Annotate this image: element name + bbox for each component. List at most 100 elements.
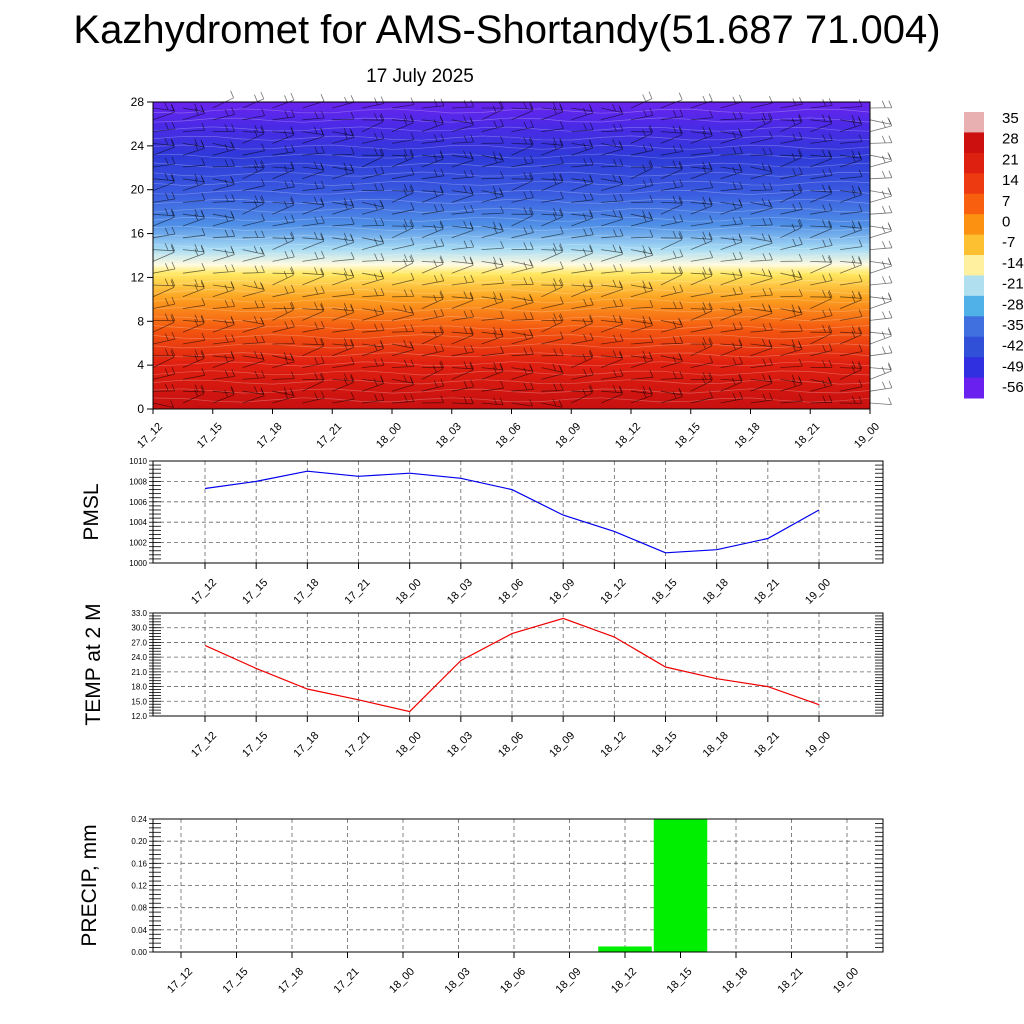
wind-barb xyxy=(212,264,236,274)
heatmap-y-tick-label: 4 xyxy=(137,358,144,372)
wind-barb xyxy=(690,355,714,368)
wind-barb xyxy=(869,292,892,300)
temp-y-tick-label: 21.0 xyxy=(131,668,147,677)
wind-barb xyxy=(481,240,504,250)
wind-barb xyxy=(152,173,175,182)
wind-barb xyxy=(391,220,414,239)
colorbar-swatch xyxy=(964,255,984,276)
pmsl-x-tick-label: 18_12 xyxy=(598,577,628,607)
wind-barb xyxy=(869,293,892,309)
wind-barb xyxy=(481,364,504,380)
pmsl-x-tick-label: 17_18 xyxy=(291,577,321,607)
wind-barb xyxy=(571,332,594,345)
wind-barb xyxy=(630,335,654,345)
colorbar-label: 0 xyxy=(1002,214,1010,231)
wind-barb xyxy=(481,381,504,392)
wind-barb xyxy=(212,334,236,345)
wind-barb xyxy=(630,229,654,239)
wind-barb xyxy=(810,203,833,215)
wind-barb xyxy=(541,172,564,181)
wind-barb xyxy=(869,240,893,250)
wind-barb xyxy=(630,299,654,309)
wind-barb xyxy=(601,314,623,324)
wind-barb xyxy=(302,339,324,357)
wind-barb xyxy=(152,278,176,287)
colorbar-swatch xyxy=(964,295,984,317)
wind-barb xyxy=(481,170,504,180)
wind-barb xyxy=(451,255,474,265)
wind-barb xyxy=(152,313,176,322)
wind-barb xyxy=(780,288,803,298)
temp-x-tick-label: 17_18 xyxy=(291,730,321,760)
isotherm-line xyxy=(152,261,871,268)
wind-barb xyxy=(810,133,833,144)
wind-barb xyxy=(810,238,833,250)
chart-title: Kazhydromet for AMS-Shortandy(51.687 71.… xyxy=(73,8,941,52)
wind-barb xyxy=(601,279,623,289)
isotherm-line xyxy=(152,198,871,204)
colorbar-label: -35 xyxy=(1002,317,1024,334)
temp-y-tick-label: 30.0 xyxy=(131,624,147,633)
wind-barb xyxy=(630,245,653,255)
wind-barb xyxy=(302,302,325,311)
wind-barb xyxy=(840,99,863,109)
pmsl-x-tick-label: 18_06 xyxy=(496,577,526,607)
wind-barb xyxy=(750,373,773,383)
heatmap-x-tick-label: 17_18 xyxy=(255,421,285,451)
wind-barb xyxy=(780,218,803,227)
wind-barb xyxy=(481,119,504,132)
wind-barb xyxy=(511,138,533,156)
colorbar-label: -14 xyxy=(1002,255,1024,272)
wind-barb xyxy=(481,326,504,336)
wind-barb xyxy=(182,281,205,298)
wind-barb xyxy=(272,231,295,239)
temp-frame xyxy=(152,612,884,717)
temp-y-tick-label: 12.0 xyxy=(131,712,147,721)
wind-barb xyxy=(630,370,654,380)
wind-barb xyxy=(810,116,833,132)
wind-barb xyxy=(272,371,295,380)
wind-barb xyxy=(302,374,324,392)
wind-barb xyxy=(391,289,415,298)
wind-barb xyxy=(810,360,833,368)
wind-barb xyxy=(272,301,295,310)
colorbar-label: -49 xyxy=(1002,358,1024,375)
pmsl-frame xyxy=(152,460,884,564)
wind-barb xyxy=(869,397,892,405)
wind-barb xyxy=(362,374,384,383)
wind-barb xyxy=(362,148,385,156)
wind-barb xyxy=(690,126,713,135)
wind-barb xyxy=(750,287,773,298)
wind-barb xyxy=(720,146,743,156)
wind-barb xyxy=(630,385,653,395)
wind-barb xyxy=(212,245,235,254)
wind-barb xyxy=(660,197,683,215)
wind-barb xyxy=(481,221,503,231)
wind-barb xyxy=(869,100,893,109)
temp-y-axis-label: TEMP at 2 M xyxy=(82,603,105,725)
colorbar-label: -21 xyxy=(1002,276,1024,293)
wind-barb xyxy=(332,287,355,298)
wind-barb xyxy=(242,91,265,109)
wind-barb xyxy=(571,279,594,287)
wind-barb xyxy=(182,208,205,218)
wind-barb xyxy=(511,155,534,168)
wind-barb xyxy=(421,185,444,193)
wind-barb xyxy=(242,108,265,121)
wind-barb xyxy=(720,303,743,311)
wind-barb xyxy=(660,214,684,227)
wind-barb xyxy=(780,185,802,203)
wind-barb xyxy=(750,233,772,242)
wind-barb xyxy=(600,352,623,368)
wind-barb xyxy=(720,338,743,346)
wind-barb xyxy=(780,113,803,122)
wind-barb xyxy=(810,184,833,193)
wind-barb xyxy=(421,290,444,298)
wind-barb xyxy=(152,366,176,380)
wind-barb xyxy=(750,303,772,313)
wind-barb xyxy=(272,351,294,361)
wind-barb xyxy=(601,244,623,254)
wind-barb xyxy=(720,198,743,206)
wind-barb xyxy=(780,304,802,314)
wind-barb xyxy=(690,390,713,404)
